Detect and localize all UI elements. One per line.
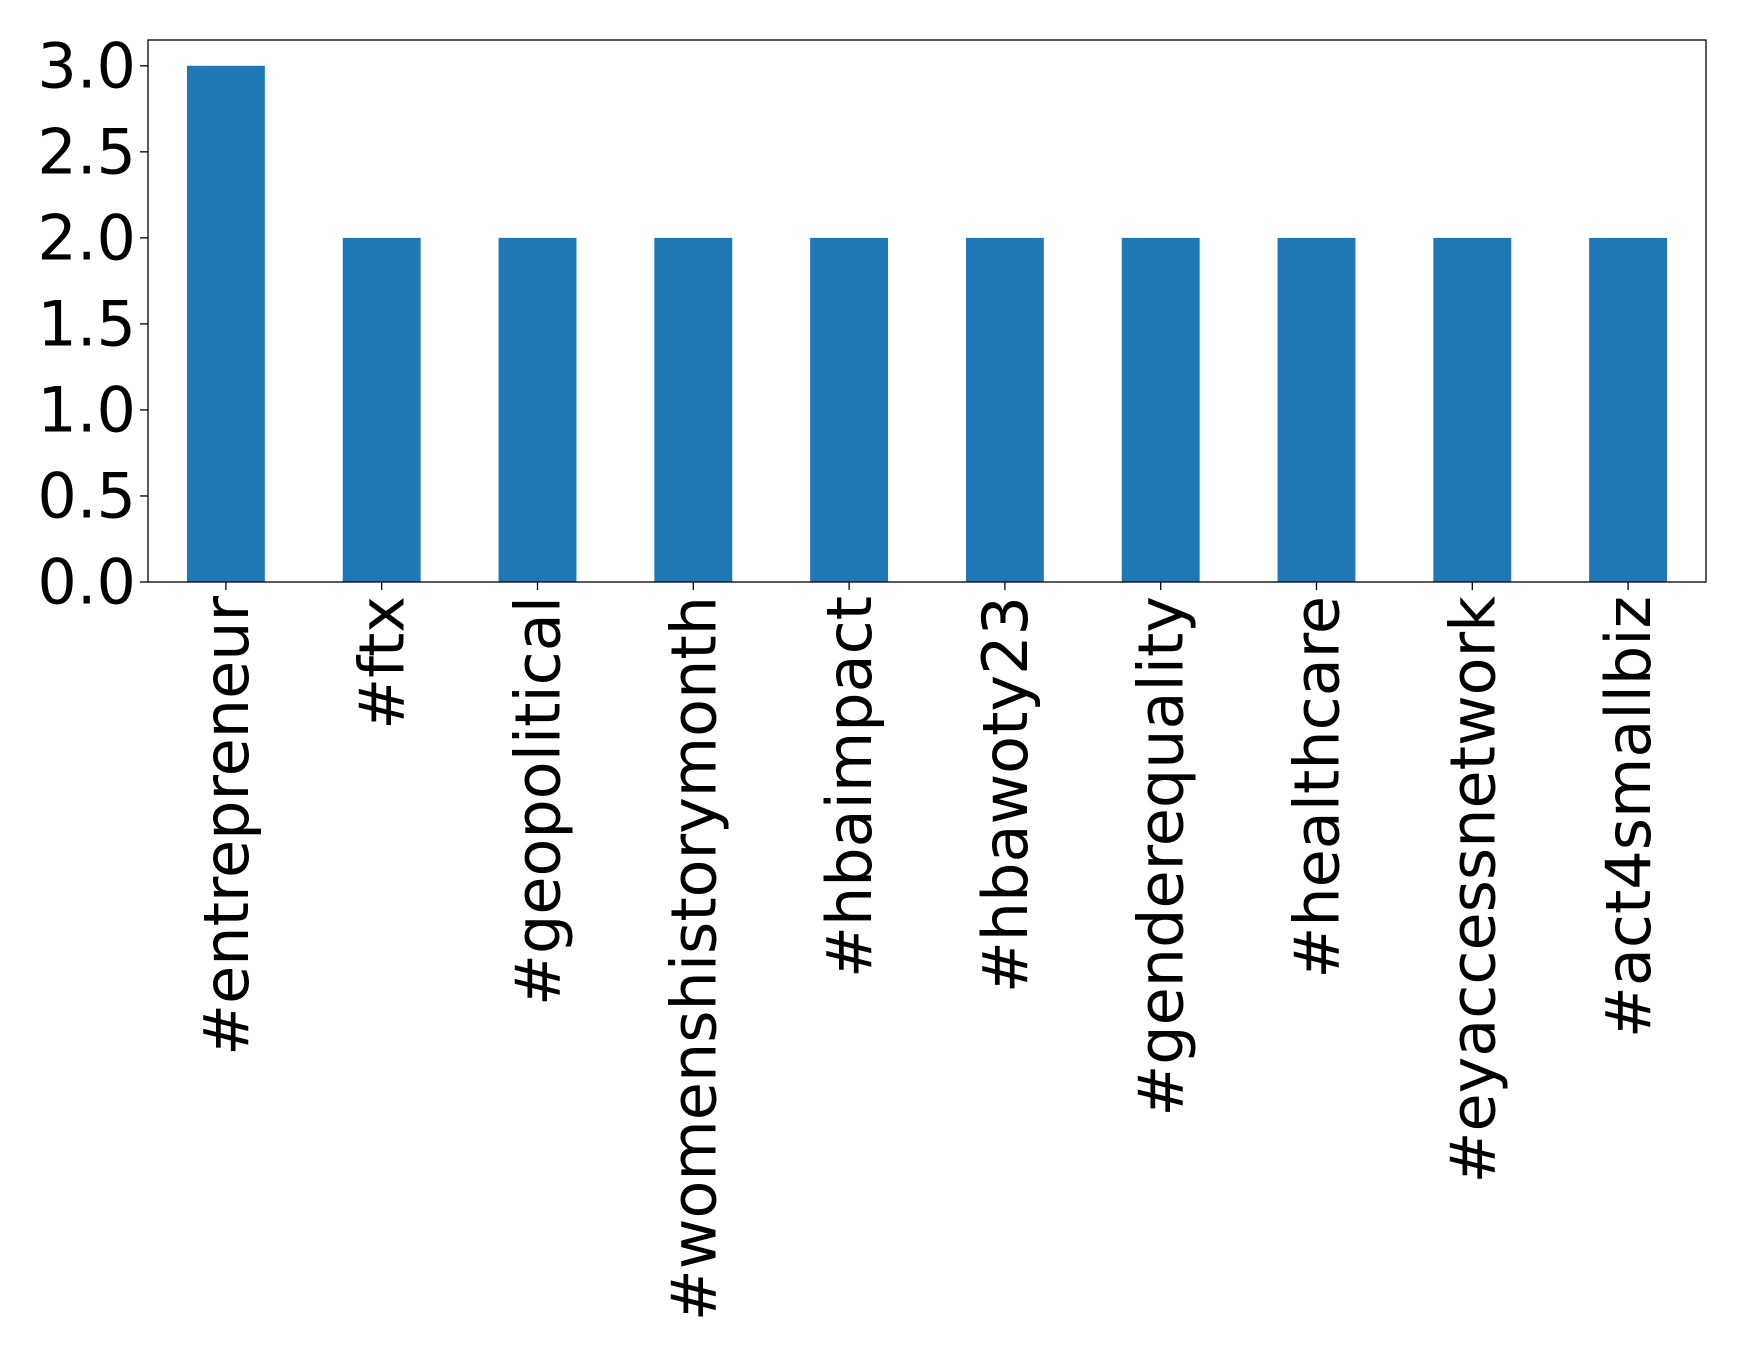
bar [810, 237, 889, 582]
y-tick-label: 2.5 [37, 115, 136, 188]
x-tick-label: #ftx [346, 596, 419, 730]
bar [1589, 237, 1668, 582]
bar [654, 237, 733, 582]
x-tick-label: #healthcare [1281, 596, 1354, 979]
bars-group [186, 65, 1668, 583]
bar [1277, 237, 1356, 582]
x-tick-label: #act4smallbiz [1592, 596, 1665, 1038]
x-tick-label: #hbaimpact [813, 596, 886, 978]
x-tick-label: #hbawoty23 [969, 596, 1042, 993]
x-tick-label: #eyaccessnetwork [1436, 596, 1509, 1184]
y-axis-ticks: 0.0 0.5 1.0 1.5 2.0 2.5 3.0 [37, 29, 148, 619]
y-tick-label: 0.0 [37, 546, 136, 619]
bar [965, 237, 1044, 582]
bar [342, 237, 421, 582]
y-tick-label: 3.0 [37, 29, 136, 102]
bar [1121, 237, 1200, 582]
y-tick-label: 1.5 [37, 287, 136, 360]
bar [1433, 237, 1512, 582]
bar [498, 237, 577, 582]
x-tick-label: #genderequality [1125, 596, 1198, 1117]
y-tick-label: 1.0 [37, 373, 136, 446]
plot-frame [147, 39, 1707, 583]
y-tick-label: 0.5 [37, 459, 136, 532]
bar [186, 65, 265, 583]
x-axis-ticks: #entrepreneur #ftx #geopolitical #womenshis… [190, 582, 1665, 1321]
y-tick-label: 2.0 [37, 201, 136, 274]
x-tick-label: #entrepreneur [190, 595, 263, 1055]
x-tick-label: #geopolitical [502, 596, 575, 1006]
x-tick-label: #womenshistorymonth [657, 596, 730, 1321]
